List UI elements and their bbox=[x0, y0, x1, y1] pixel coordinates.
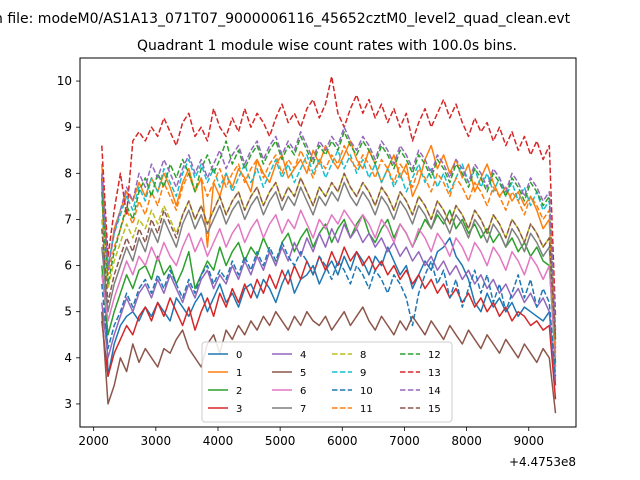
y-tick-label: 10 bbox=[57, 74, 72, 88]
series-line-11 bbox=[101, 144, 557, 354]
legend-label-9: 9 bbox=[360, 368, 366, 379]
series-line-10 bbox=[101, 241, 557, 377]
series-layer bbox=[101, 75, 557, 414]
legend-label-15: 15 bbox=[428, 404, 441, 415]
legend-label-6: 6 bbox=[300, 386, 306, 397]
x-tick-label: 5000 bbox=[265, 434, 296, 448]
series-line-14 bbox=[101, 126, 557, 331]
legend-label-2: 2 bbox=[236, 386, 242, 397]
legend-label-1: 1 bbox=[236, 368, 242, 379]
y-tick-label: 4 bbox=[64, 351, 72, 365]
legend-label-11: 11 bbox=[360, 404, 373, 415]
x-tick-label: 6000 bbox=[327, 434, 358, 448]
x-tick-label: 4000 bbox=[203, 434, 234, 448]
x-tick-label: 9000 bbox=[513, 434, 544, 448]
series-line-15 bbox=[101, 172, 557, 340]
y-tick-label: 9 bbox=[64, 120, 72, 134]
y-tick-label: 8 bbox=[64, 166, 72, 180]
x-tick-label: 8000 bbox=[451, 434, 482, 448]
legend-box bbox=[201, 341, 453, 423]
series-line-13 bbox=[101, 75, 557, 317]
series-line-6 bbox=[101, 209, 557, 358]
legend-label-5: 5 bbox=[300, 368, 306, 379]
legend-label-4: 4 bbox=[300, 350, 306, 361]
series-line-2 bbox=[101, 209, 557, 363]
chart-title: Quadrant 1 module wise count rates with … bbox=[137, 38, 517, 54]
series-line-7 bbox=[101, 181, 557, 349]
series-line-1 bbox=[101, 140, 557, 368]
x-axis: 2000 3000 4000 5000 6000 7000 8000 9000 bbox=[78, 427, 544, 448]
series-line-5 bbox=[101, 306, 557, 414]
y-tick-label: 6 bbox=[64, 259, 72, 273]
series-line-9 bbox=[101, 149, 557, 335]
series-line-0 bbox=[101, 177, 557, 386]
legend-label-10: 10 bbox=[360, 386, 373, 397]
legend-label-3: 3 bbox=[236, 404, 242, 415]
series-line-3 bbox=[101, 246, 557, 400]
axes-frame bbox=[79, 57, 577, 428]
legend-label-13: 13 bbox=[428, 368, 441, 379]
series-line-4 bbox=[101, 223, 557, 381]
figure-suptitle: n file: modeM0/AS1A13_071T07_9000006116_… bbox=[0, 11, 571, 27]
x-offset-label: +4.4753e8 bbox=[509, 455, 576, 469]
legend-label-8: 8 bbox=[360, 350, 366, 361]
legend-label-14: 14 bbox=[428, 386, 441, 397]
legend-label-12: 12 bbox=[428, 350, 441, 361]
y-axis: 3 4 5 6 7 8 9 10 bbox=[57, 74, 80, 411]
y-tick-label: 5 bbox=[64, 305, 72, 319]
x-tick-label: 7000 bbox=[389, 434, 420, 448]
series-line-12 bbox=[101, 131, 557, 340]
legend-label-7: 7 bbox=[300, 404, 306, 415]
y-tick-label: 3 bbox=[64, 397, 72, 411]
x-tick-label: 2000 bbox=[78, 434, 109, 448]
y-tick-label: 7 bbox=[64, 212, 72, 226]
x-tick-label: 3000 bbox=[141, 434, 172, 448]
legend-label-0: 0 bbox=[236, 350, 242, 361]
